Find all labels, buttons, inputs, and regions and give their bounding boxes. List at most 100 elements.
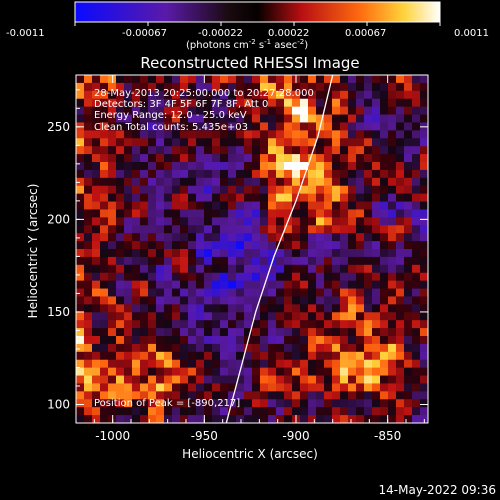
heatmap-cell bbox=[340, 391, 349, 400]
heatmap-cell bbox=[284, 280, 293, 289]
heatmap-cell bbox=[92, 217, 101, 226]
heatmap-cell bbox=[196, 288, 205, 297]
heatmap-cell bbox=[348, 336, 357, 345]
heatmap-cell bbox=[276, 288, 285, 297]
heatmap-cell bbox=[404, 383, 413, 392]
heatmap-cell bbox=[156, 75, 165, 84]
heatmap-cell bbox=[108, 233, 117, 242]
heatmap-cell bbox=[372, 154, 381, 163]
heatmap-cell bbox=[244, 343, 253, 353]
heatmap-cell bbox=[196, 169, 205, 179]
heatmap-cell bbox=[316, 312, 325, 321]
heatmap-cell bbox=[284, 82, 293, 92]
heatmap-cell bbox=[92, 162, 101, 171]
heatmap-cell bbox=[396, 146, 405, 155]
heatmap-cell bbox=[140, 193, 149, 202]
heatmap-cell bbox=[284, 415, 293, 423]
heatmap-cell bbox=[316, 82, 325, 92]
heatmap-cell bbox=[268, 241, 277, 250]
heatmap-cell bbox=[276, 162, 285, 171]
heatmap-cell bbox=[316, 359, 325, 369]
x-tick-label: -900 bbox=[282, 429, 309, 443]
heatmap-cell bbox=[412, 272, 421, 282]
heatmap-cell bbox=[340, 312, 349, 321]
heatmap-cell bbox=[244, 90, 253, 100]
heatmap-cell bbox=[164, 130, 173, 139]
heatmap-cell bbox=[372, 82, 381, 92]
heatmap-cell bbox=[164, 383, 173, 392]
heatmap-cell bbox=[284, 225, 293, 234]
heatmap-cell bbox=[380, 90, 389, 100]
heatmap-cell bbox=[228, 296, 237, 305]
heatmap-cell bbox=[92, 375, 101, 384]
heatmap-cell bbox=[212, 264, 221, 274]
heatmap-cell bbox=[332, 320, 341, 329]
heatmap-cell bbox=[316, 162, 325, 171]
heatmap-cell bbox=[204, 399, 213, 408]
heatmap-cell bbox=[412, 367, 421, 376]
heatmap-cell bbox=[332, 217, 341, 226]
heatmap-cell bbox=[124, 304, 133, 313]
heatmap-cell bbox=[100, 114, 109, 123]
heatmap-cell bbox=[108, 280, 117, 289]
heatmap-cell bbox=[92, 185, 101, 195]
heatmap-cell bbox=[260, 130, 269, 139]
heatmap-cell bbox=[228, 138, 237, 147]
heatmap-cell bbox=[188, 82, 197, 92]
heatmap-cell bbox=[404, 146, 413, 155]
heatmap-cell bbox=[308, 375, 317, 384]
heatmap-cell bbox=[220, 280, 229, 289]
heatmap-cell bbox=[260, 351, 269, 361]
heatmap-cell bbox=[244, 359, 253, 369]
heatmap-cell bbox=[84, 343, 93, 353]
heatmap-cell bbox=[260, 272, 269, 282]
heatmap-cell bbox=[292, 193, 301, 202]
heatmap-cell bbox=[164, 169, 173, 179]
heatmap-cell bbox=[292, 336, 301, 345]
heatmap-cell bbox=[196, 146, 205, 155]
heatmap-cell bbox=[388, 391, 397, 400]
heatmap-cell bbox=[388, 154, 397, 163]
heatmap-cell bbox=[420, 264, 428, 274]
heatmap-cell bbox=[300, 114, 309, 123]
heatmap-cell bbox=[308, 249, 317, 258]
heatmap-cell bbox=[348, 82, 357, 92]
heatmap-cell bbox=[220, 130, 229, 139]
heatmap-cell bbox=[420, 217, 428, 226]
heatmap-cell bbox=[220, 399, 229, 408]
heatmap-cell bbox=[164, 343, 173, 353]
heatmap-cell bbox=[116, 241, 125, 250]
heatmap-cell bbox=[76, 154, 85, 163]
heatmap-cell bbox=[252, 122, 261, 131]
heatmap-cell bbox=[292, 225, 301, 234]
heatmap-cell bbox=[220, 193, 229, 202]
heatmap-cell bbox=[364, 241, 373, 250]
heatmap-cell bbox=[276, 399, 285, 408]
heatmap-cell bbox=[308, 312, 317, 321]
heatmap-cell bbox=[124, 351, 133, 361]
heatmap-cell bbox=[92, 154, 101, 163]
footer-timestamp: 14-May-2022 09:36 bbox=[379, 483, 496, 497]
heatmap-cell bbox=[252, 185, 261, 195]
heatmap-cell bbox=[420, 256, 428, 266]
heatmap-cell bbox=[260, 98, 269, 108]
heatmap-cell bbox=[92, 106, 101, 115]
heatmap-cell bbox=[212, 407, 221, 416]
annotation-energy-range: Energy Range: 12.0 - 25.0 keV bbox=[94, 110, 247, 121]
heatmap-cell bbox=[188, 391, 197, 400]
heatmap-cell bbox=[244, 75, 253, 84]
heatmap-cell bbox=[388, 177, 397, 187]
heatmap-cell bbox=[260, 106, 269, 115]
heatmap-cell bbox=[212, 154, 221, 163]
heatmap-cell bbox=[380, 225, 389, 234]
heatmap-cell bbox=[180, 256, 189, 266]
heatmap-cell bbox=[236, 296, 245, 305]
heatmap-cell bbox=[244, 98, 253, 108]
heatmap-cell bbox=[388, 288, 397, 297]
heatmap-cell bbox=[156, 82, 165, 92]
heatmap-cell bbox=[212, 146, 221, 155]
heatmap-cell bbox=[284, 336, 293, 345]
heatmap-cell bbox=[268, 138, 277, 147]
heatmap-cell bbox=[324, 177, 333, 187]
heatmap-cell bbox=[276, 312, 285, 321]
